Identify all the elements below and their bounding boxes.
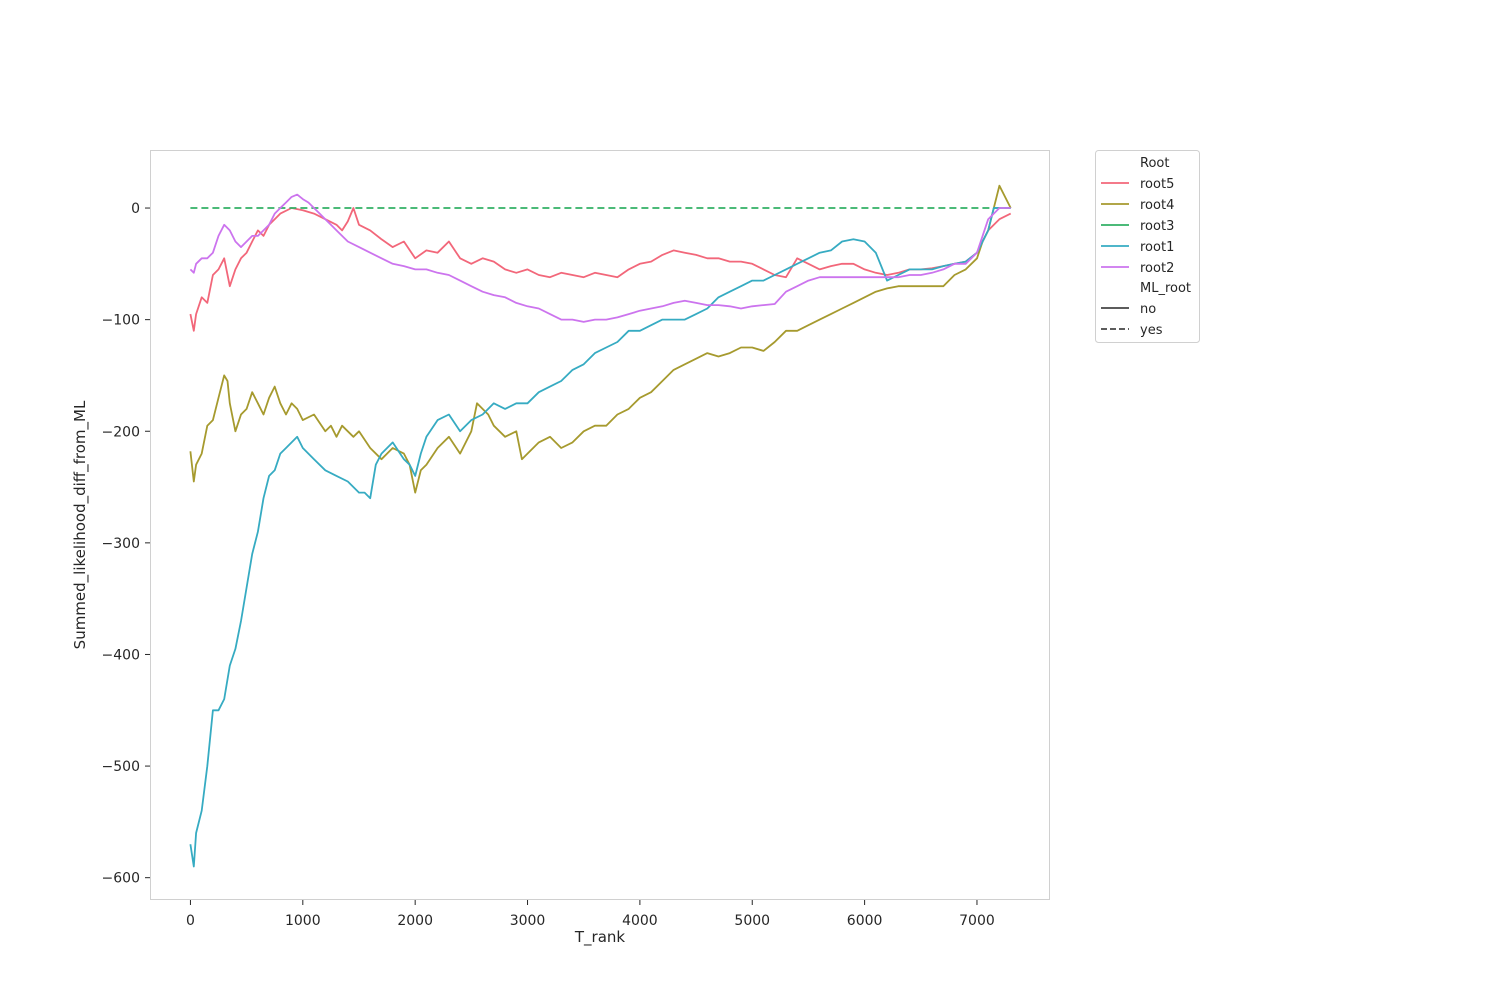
x-tick-label: 3000: [510, 913, 546, 929]
series-layer: [189, 184, 1012, 868]
x-tick-label: 6000: [847, 913, 883, 929]
series-line-root4: [189, 184, 1012, 494]
y-tick-label: −600: [102, 871, 140, 887]
legend-label-root3: root3: [1140, 219, 1174, 234]
x-tick-label: 4000: [622, 913, 658, 929]
y-tick-label: 0: [131, 201, 140, 217]
y-tick-label: −500: [102, 759, 140, 775]
x-axis-label: T_rank: [574, 928, 626, 947]
plot-area: [150, 150, 1050, 900]
y-axis-label: Summed_likelihood_diff_from_ML: [71, 400, 90, 649]
legend-label-root4: root4: [1140, 198, 1174, 213]
legend-style-no: no: [1140, 302, 1156, 317]
series-line-root1: [189, 207, 1011, 868]
x-axis: 0 1000 2000 3000 4000 5000 6000 7000: [186, 900, 995, 929]
y-tick-label: −300: [102, 536, 140, 552]
x-tick-label: 5000: [734, 913, 770, 929]
legend-label-root2: root2: [1140, 261, 1174, 276]
legend-label-root5: root5: [1140, 177, 1174, 192]
y-tick-label: −100: [102, 313, 140, 329]
y-tick-label: −400: [102, 647, 140, 663]
series-line-root5: [189, 207, 1012, 332]
y-axis: 0 −100 −200 −300 −400 −500 −600: [102, 201, 150, 887]
y-tick-label: −200: [102, 424, 140, 440]
x-tick-label: 1000: [285, 913, 321, 929]
series-line-root2: [189, 193, 1011, 323]
legend: Root root5 root4 root3 root1 root2 ML_root n…: [1095, 150, 1200, 343]
legend-label-root1: root1: [1140, 240, 1174, 255]
x-tick-label: 0: [186, 913, 195, 929]
legend-hue-title: Root: [1140, 156, 1169, 171]
legend-series-entries: root5 root4 root3 root1 root2: [1101, 177, 1174, 276]
legend-style-title: ML_root: [1140, 281, 1191, 296]
legend-style-yes: yes: [1140, 323, 1163, 338]
x-tick-label: 2000: [397, 913, 433, 929]
legend-box: [1095, 150, 1200, 343]
x-tick-label: 7000: [959, 913, 995, 929]
